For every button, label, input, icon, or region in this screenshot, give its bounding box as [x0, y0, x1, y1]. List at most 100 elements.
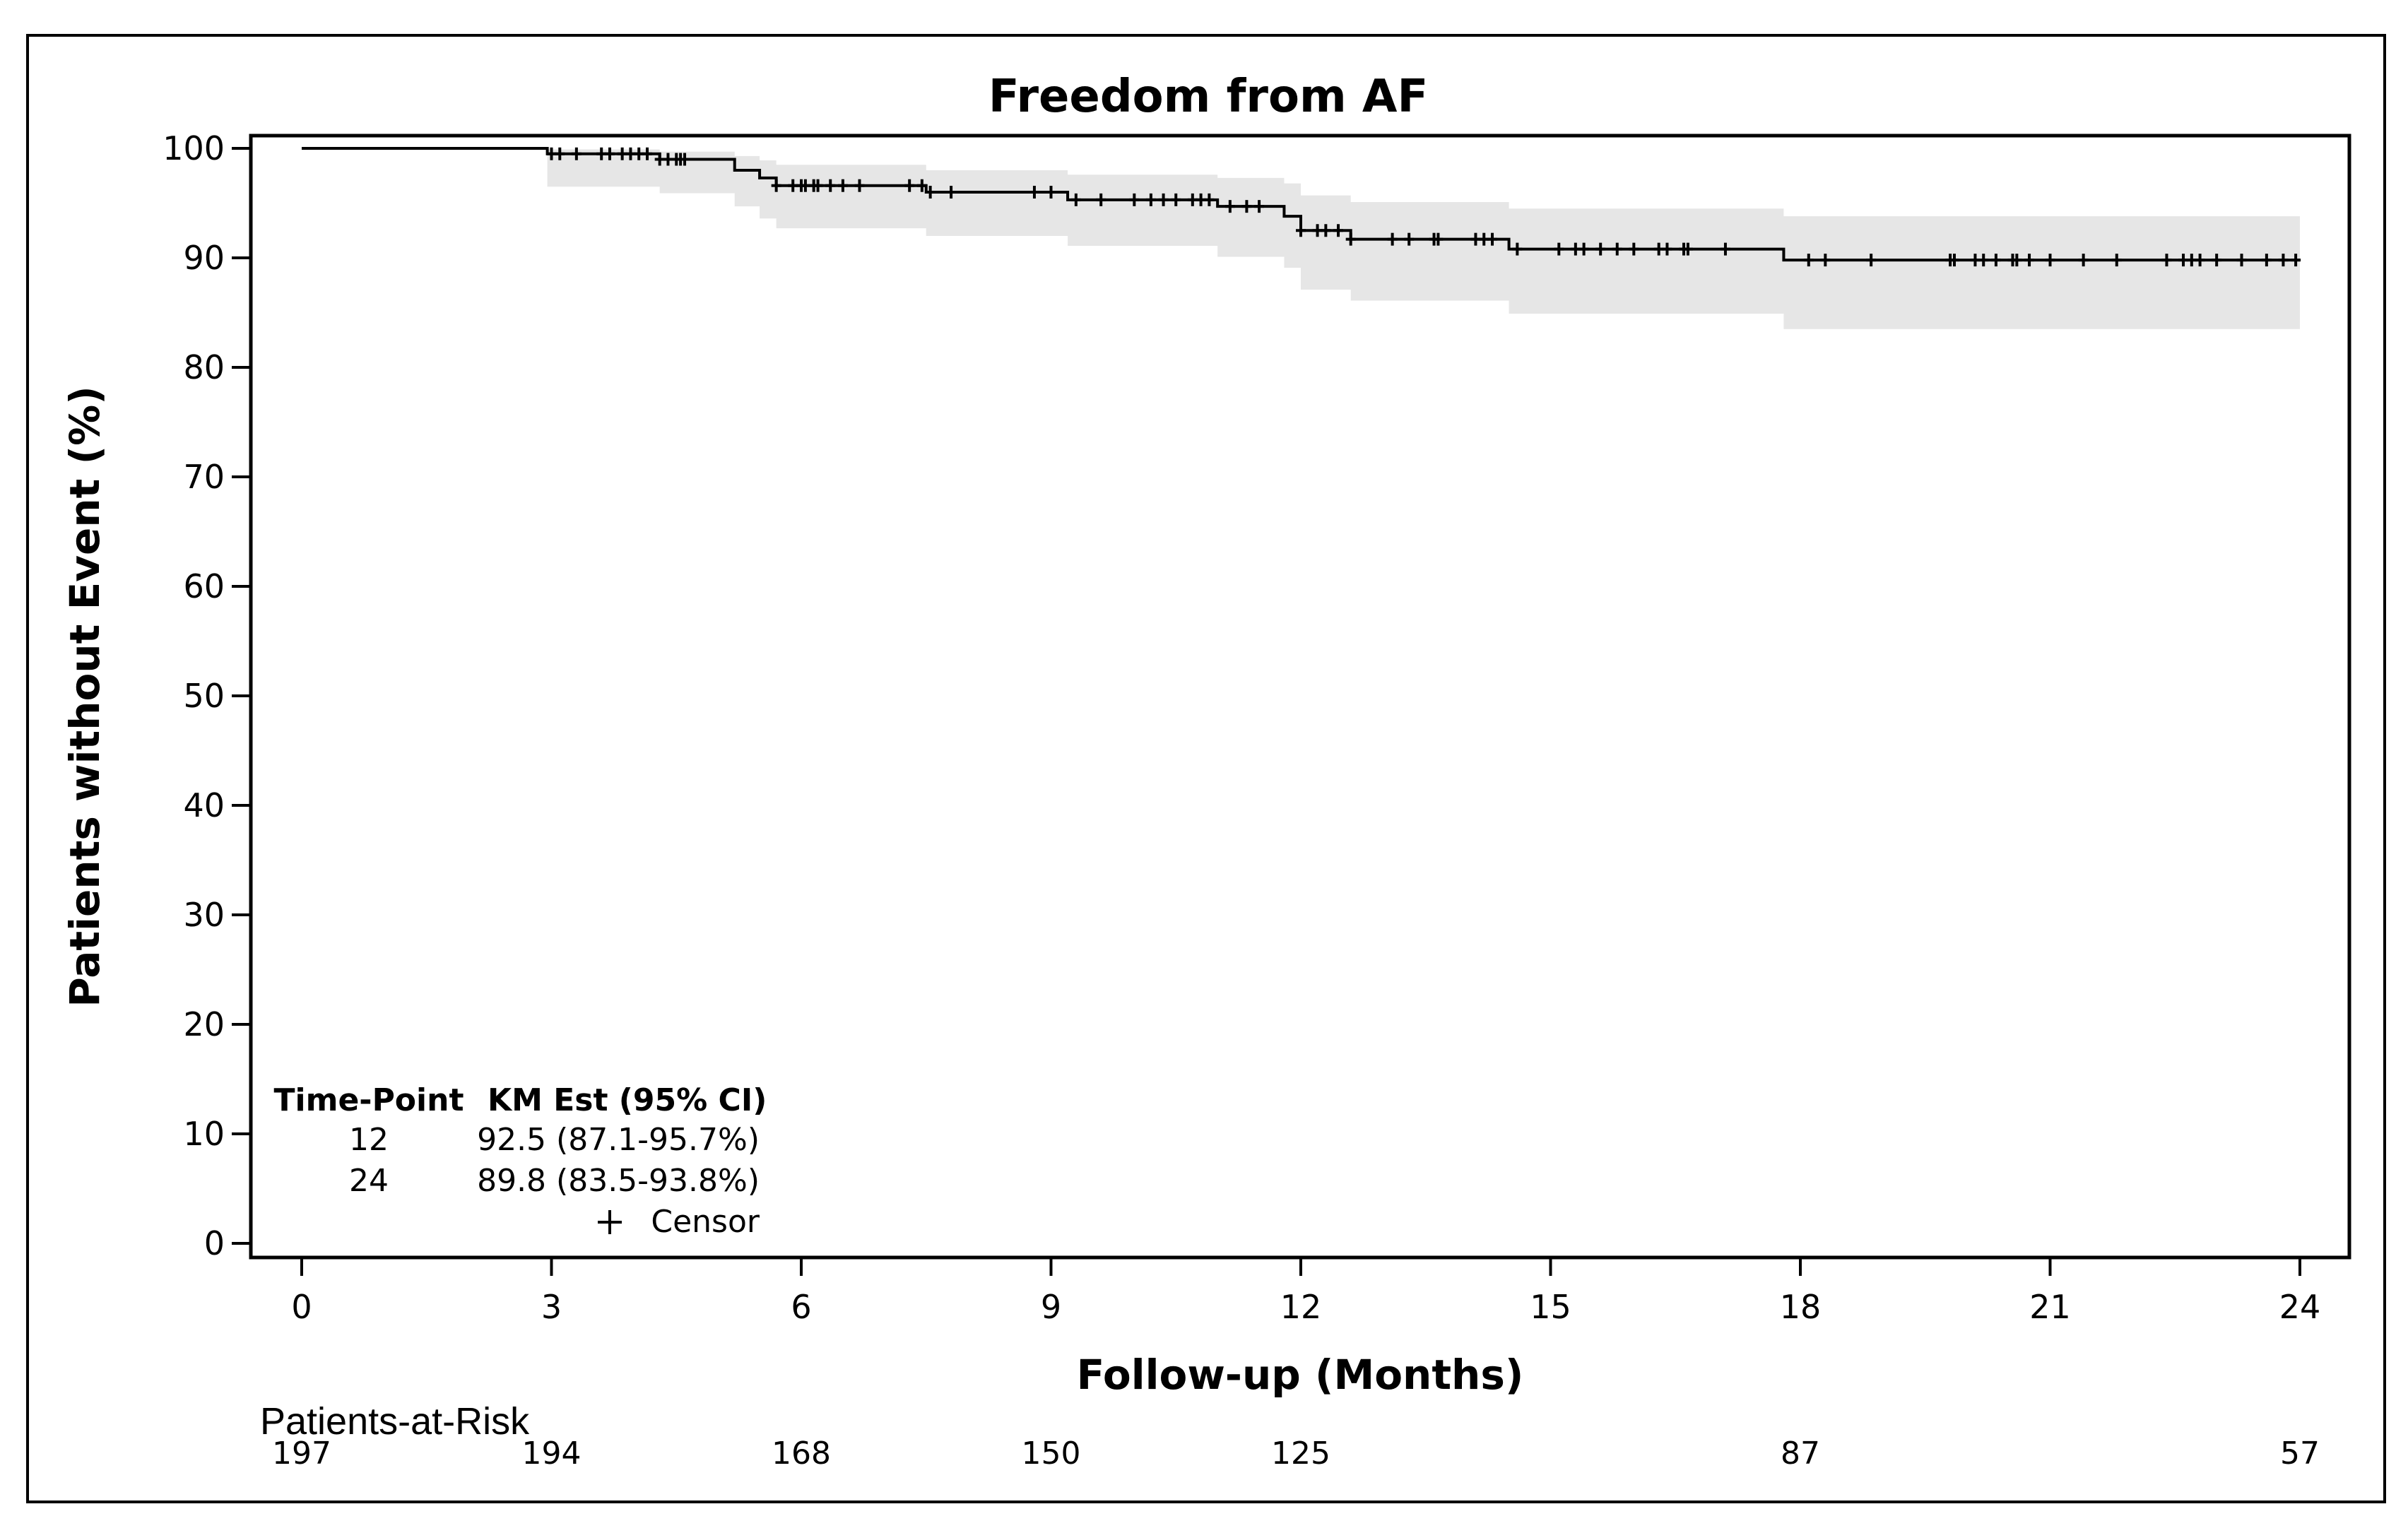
censor-mark	[1720, 242, 1730, 256]
km-table-row-est: 92.5 (87.1-95.7%)	[477, 1122, 760, 1158]
censor-mark	[1433, 232, 1444, 246]
y-tick-label: 40	[183, 786, 225, 824]
censor-mark	[1187, 193, 1198, 206]
censor-mark	[680, 153, 690, 166]
censor-mark	[1171, 193, 1181, 206]
y-tick-label: 60	[183, 567, 225, 605]
censor-mark	[604, 147, 615, 160]
censor-legend-icon	[598, 1210, 622, 1234]
censor-mark	[1070, 193, 1081, 206]
x-tick-label: 24	[2279, 1288, 2321, 1326]
censor-mark	[1029, 186, 1039, 199]
censor-mark	[1682, 242, 1693, 256]
censor-mark	[1404, 232, 1415, 246]
censor-mark	[555, 147, 565, 160]
censor-mark	[2278, 254, 2289, 267]
censor-mark	[642, 147, 653, 160]
censor-mark	[1949, 254, 1959, 267]
censor-mark	[2111, 254, 2122, 267]
censor-mark	[2024, 254, 2035, 267]
censor-mark	[2195, 254, 2205, 267]
censor-mark	[571, 147, 582, 160]
censor-mark	[1333, 224, 1344, 237]
censor-mark	[2212, 254, 2222, 267]
censor-mark	[1241, 200, 1252, 213]
x-tick-label: 9	[1041, 1288, 1061, 1326]
y-tick-label: 30	[183, 896, 225, 934]
censor-mark	[854, 179, 865, 192]
axes: 0 10 20 30 40 50 60 70 80 90 100 0 3 6 9 12 15 18 21 24	[163, 129, 2320, 1326]
censor-mark	[1570, 242, 1581, 256]
censor-mark	[1612, 242, 1622, 256]
censor-mark	[1487, 232, 1498, 246]
censor-mark	[1254, 200, 1265, 213]
censor-mark	[788, 179, 798, 192]
censor-mark	[813, 179, 823, 192]
x-axis-label: Follow-up (Months)	[1077, 1351, 1524, 1399]
censor-mark	[1578, 242, 1589, 256]
plot-area	[302, 147, 2301, 329]
at-risk-count: 125	[1271, 1436, 1330, 1472]
x-tick-label: 21	[2029, 1288, 2071, 1326]
censor-mark	[1387, 232, 1398, 246]
y-tick-label: 50	[183, 677, 225, 715]
km-estimate-table: Time-Point KM Est (95% CI) 12 92.5 (87.1…	[274, 1082, 767, 1240]
censor-mark	[916, 179, 927, 192]
censor-mark	[1224, 200, 1235, 213]
x-tick-label: 18	[1780, 1288, 1822, 1326]
censor-mark	[1204, 193, 1215, 206]
censor-mark	[1662, 242, 1672, 256]
censor-mark	[1296, 224, 1306, 237]
censor-mark	[663, 153, 673, 166]
y-tick-label: 100	[163, 129, 225, 167]
censor-mark	[1046, 186, 1056, 199]
censor-mark	[1554, 242, 1564, 256]
y-tick-label: 0	[204, 1224, 225, 1262]
censor-mark	[596, 147, 607, 160]
at-risk-count: 168	[772, 1436, 831, 1472]
censor-mark	[2236, 254, 2247, 267]
censor-mark	[1129, 193, 1140, 206]
censor-mark	[1595, 242, 1606, 256]
censor-mark	[654, 153, 665, 166]
at-risk-count: 194	[522, 1436, 582, 1472]
censor-mark	[925, 186, 936, 199]
censor-mark	[1196, 193, 1206, 206]
ci-band	[302, 148, 2300, 329]
censor-mark	[2078, 254, 2089, 267]
censor-mark	[2045, 254, 2055, 267]
km-table-row-est: 89.8 (83.5-93.8%)	[477, 1163, 760, 1199]
censor-mark	[617, 147, 627, 160]
censor-legend-label: Censor	[651, 1204, 760, 1240]
censor-mark	[800, 179, 810, 192]
at-risk-row: 197 194 168 150 125 87 57	[272, 1436, 2320, 1472]
censor-mark	[546, 147, 557, 160]
censor-mark	[1978, 254, 1989, 267]
at-risk-count: 197	[272, 1436, 331, 1472]
censor-mark	[1145, 193, 1156, 206]
y-axis-label: Patients without Event (%)	[61, 386, 109, 1007]
x-tick-label: 6	[791, 1288, 811, 1326]
km-table-header-time: Time-Point	[274, 1082, 464, 1118]
censor-mark	[1321, 224, 1331, 237]
censor-mark	[2186, 254, 2197, 267]
censor-mark	[2178, 254, 2189, 267]
censor-mark	[1512, 242, 1523, 256]
km-table-row-time: 12	[349, 1122, 389, 1158]
at-risk-count: 87	[1781, 1436, 1820, 1472]
censor-mark	[1820, 254, 1831, 267]
censor-mark	[1629, 242, 1639, 256]
censor-mark	[904, 179, 915, 192]
at-risk-count: 150	[1022, 1436, 1081, 1472]
censor-mark	[1345, 232, 1356, 246]
censor-mark	[771, 179, 781, 192]
censor-mark	[946, 186, 957, 199]
y-tick-label: 90	[183, 239, 225, 277]
at-risk-count: 57	[2280, 1436, 2320, 1472]
at-risk-label: Patients-at-Risk	[260, 1400, 530, 1443]
censor-mark	[1990, 254, 2001, 267]
censor-mark	[825, 179, 836, 192]
x-tick-label: 3	[541, 1288, 562, 1326]
censor-mark	[1970, 254, 1981, 267]
